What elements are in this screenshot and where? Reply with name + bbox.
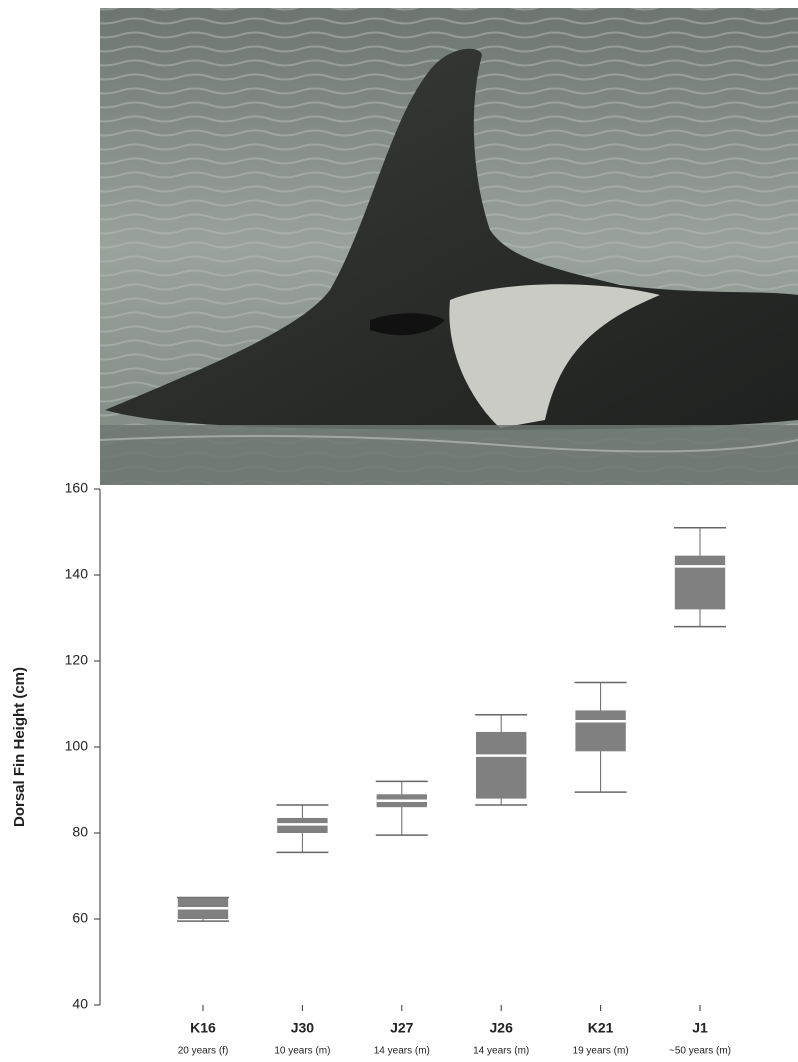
y-tick-label: 60 <box>72 910 88 926</box>
x-tick-label: K16 <box>190 1020 216 1036</box>
x-tick-label: K21 <box>588 1020 614 1036</box>
orca-photo <box>99 8 798 485</box>
x-tick-label: J30 <box>291 1020 315 1036</box>
x-tick-sublabel: 19 years (m) <box>573 1046 629 1057</box>
box <box>575 710 626 752</box>
y-tick-label: 140 <box>65 566 89 582</box>
y-tick-label: 80 <box>72 824 88 840</box>
x-tick-sublabel: 14 years (m) <box>473 1046 529 1057</box>
y-tick-label: 160 <box>65 480 89 496</box>
y-axis-label: Dorsal Fin Height (cm) <box>11 667 28 827</box>
x-tick-sublabel: ~50 years (m) <box>669 1046 731 1057</box>
x-tick-label: J1 <box>692 1020 708 1036</box>
box <box>674 555 726 610</box>
x-tick-sublabel: 20 years (f) <box>178 1046 229 1057</box>
x-tick-sublabel: 10 years (m) <box>274 1046 330 1057</box>
x-tick-label: J27 <box>390 1020 414 1036</box>
x-tick-label: J26 <box>490 1020 514 1036</box>
x-tick-sublabel: 14 years (m) <box>374 1046 430 1057</box>
y-tick-label: 40 <box>72 996 88 1012</box>
y-tick-label: 120 <box>65 652 89 668</box>
y-tick-label: 100 <box>65 738 89 754</box>
box <box>476 731 527 799</box>
